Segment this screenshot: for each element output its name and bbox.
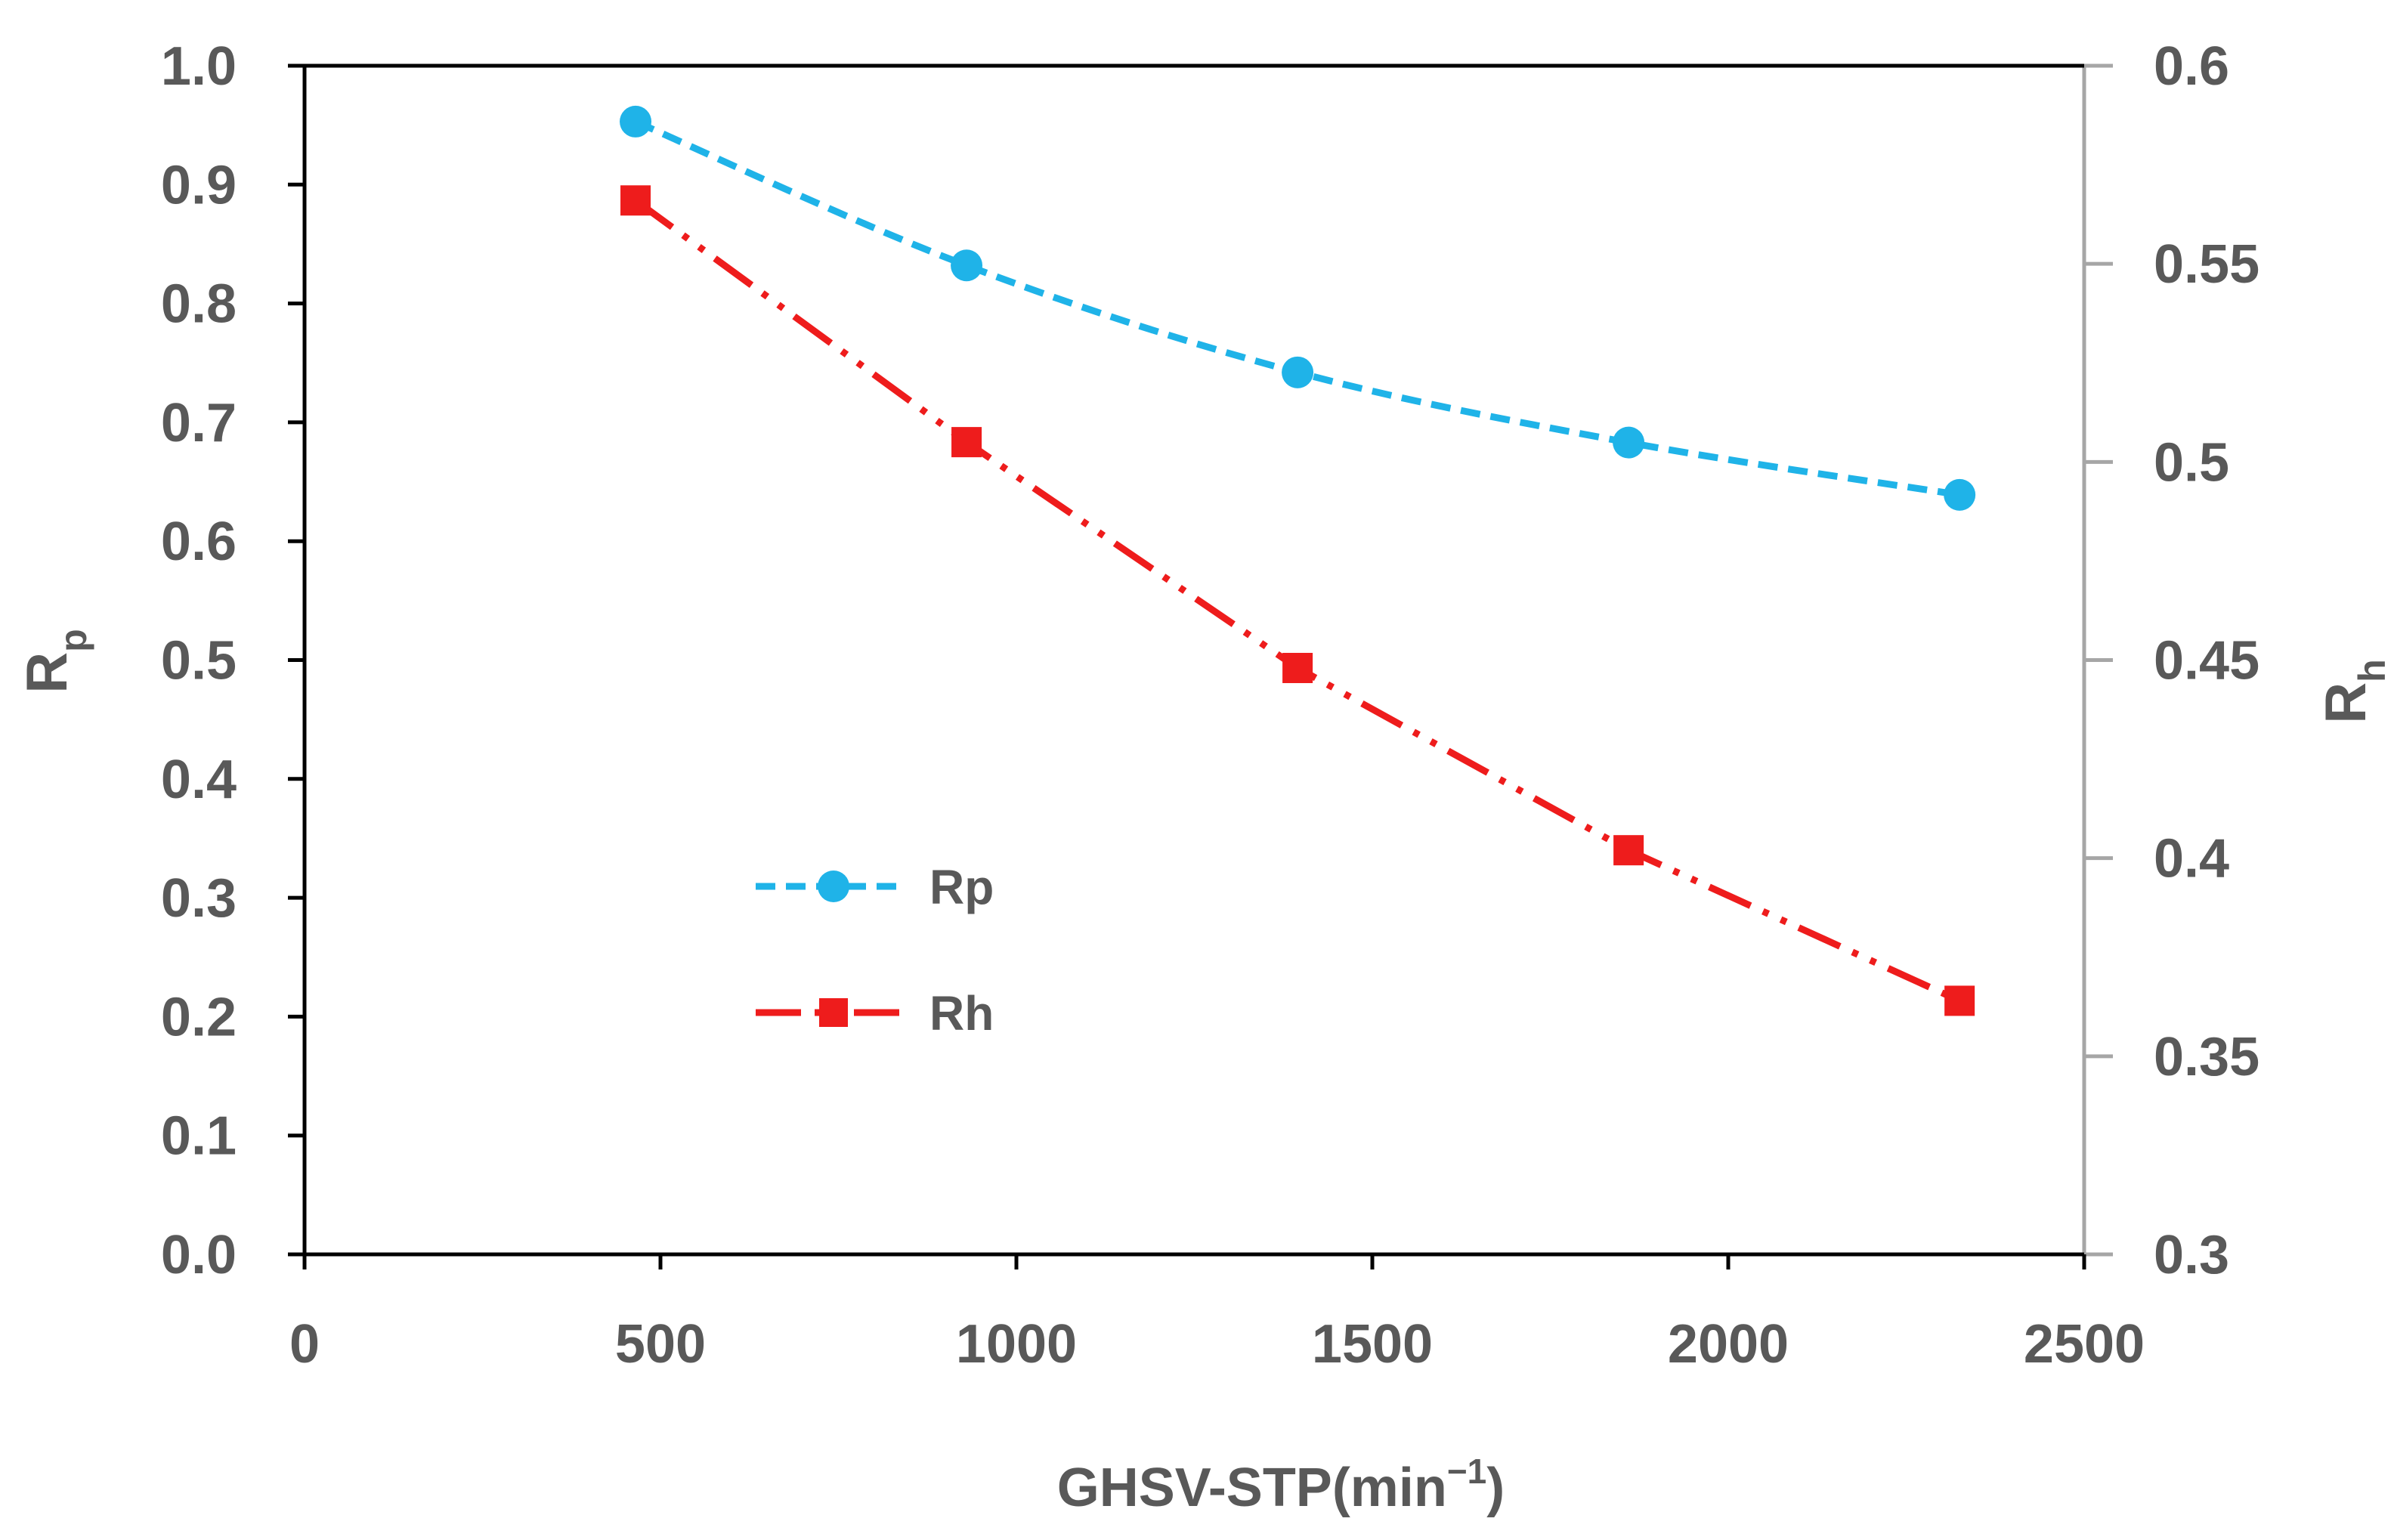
data-point-rp [620,105,652,138]
right-y-axis-title: Rh [2314,659,2393,723]
data-point-rh [951,427,982,458]
series-rp [620,105,1976,511]
x-axis-title: GHSV-STP(min−1) [1057,1452,1505,1518]
x-tick-label: 500 [615,1314,706,1375]
right-tick-label: 0.5 [2154,432,2229,493]
data-point-rp [951,249,983,282]
x-axis-tick-labels: 0 500 1000 1500 2000 2500 [289,1314,2145,1375]
left-tick-label: 0.6 [161,512,237,572]
right-tick-label: 0.3 [2154,1225,2229,1285]
data-point-rp [1944,478,1976,511]
left-tick-label: 0.7 [161,393,237,453]
right-tick-label: 0.35 [2154,1027,2259,1087]
data-point-rp [1613,426,1645,459]
left-tick-label: 0.3 [161,868,237,929]
data-point-rh [1282,652,1313,683]
data-point-rh [1613,835,1644,866]
x-axis-tick-marks [302,1254,2086,1269]
right-tick-label: 0.55 [2154,234,2259,295]
data-point-rh [620,185,651,216]
left-tick-label: 0.1 [161,1106,237,1167]
left-axis-tick-marks [288,63,305,1257]
left-y-axis-title: Rp [15,629,94,693]
x-tick-label: 2500 [2024,1314,2145,1375]
x-tick-label: 1500 [1312,1314,1433,1375]
right-axis-tick-marks [2084,63,2113,1257]
x-tick-label: 2000 [1668,1314,1789,1375]
right-axis-tick-labels: 0.3 0.35 0.4 0.45 0.5 0.55 0.6 [2154,36,2259,1285]
left-tick-label: 0.9 [161,155,237,215]
legend-rp-label: Rp [929,860,994,914]
data-point-rp [1282,356,1314,388]
x-tick-label: 1000 [956,1314,1077,1375]
legend-item-rh: Rh [756,986,994,1041]
x-tick-label: 0 [289,1314,320,1375]
data-point-rh [1944,985,1975,1016]
right-tick-label: 0.45 [2154,631,2259,691]
left-tick-label: 0.8 [161,274,237,335]
legend: Rp Rh [756,860,994,1041]
legend-rh-marker [819,998,848,1027]
left-tick-label: 0.0 [161,1225,237,1285]
left-tick-label: 1.0 [161,36,237,97]
legend-rp-marker [818,871,849,902]
left-tick-label: 0.2 [161,987,237,1047]
plot-area [305,66,2084,1254]
right-tick-label: 0.4 [2154,829,2229,889]
series-layer [620,105,1976,1016]
left-tick-label: 0.5 [161,631,237,691]
legend-item-rp: Rp [756,860,994,914]
right-tick-label: 0.6 [2154,36,2229,97]
left-axis-tick-labels: 0.0 0.1 0.2 0.3 0.4 0.5 0.6 0.7 0.8 0.9 1.0 [161,36,237,1285]
series-rh [620,185,1975,1016]
legend-rh-label: Rh [929,986,994,1041]
left-tick-label: 0.4 [161,750,237,810]
